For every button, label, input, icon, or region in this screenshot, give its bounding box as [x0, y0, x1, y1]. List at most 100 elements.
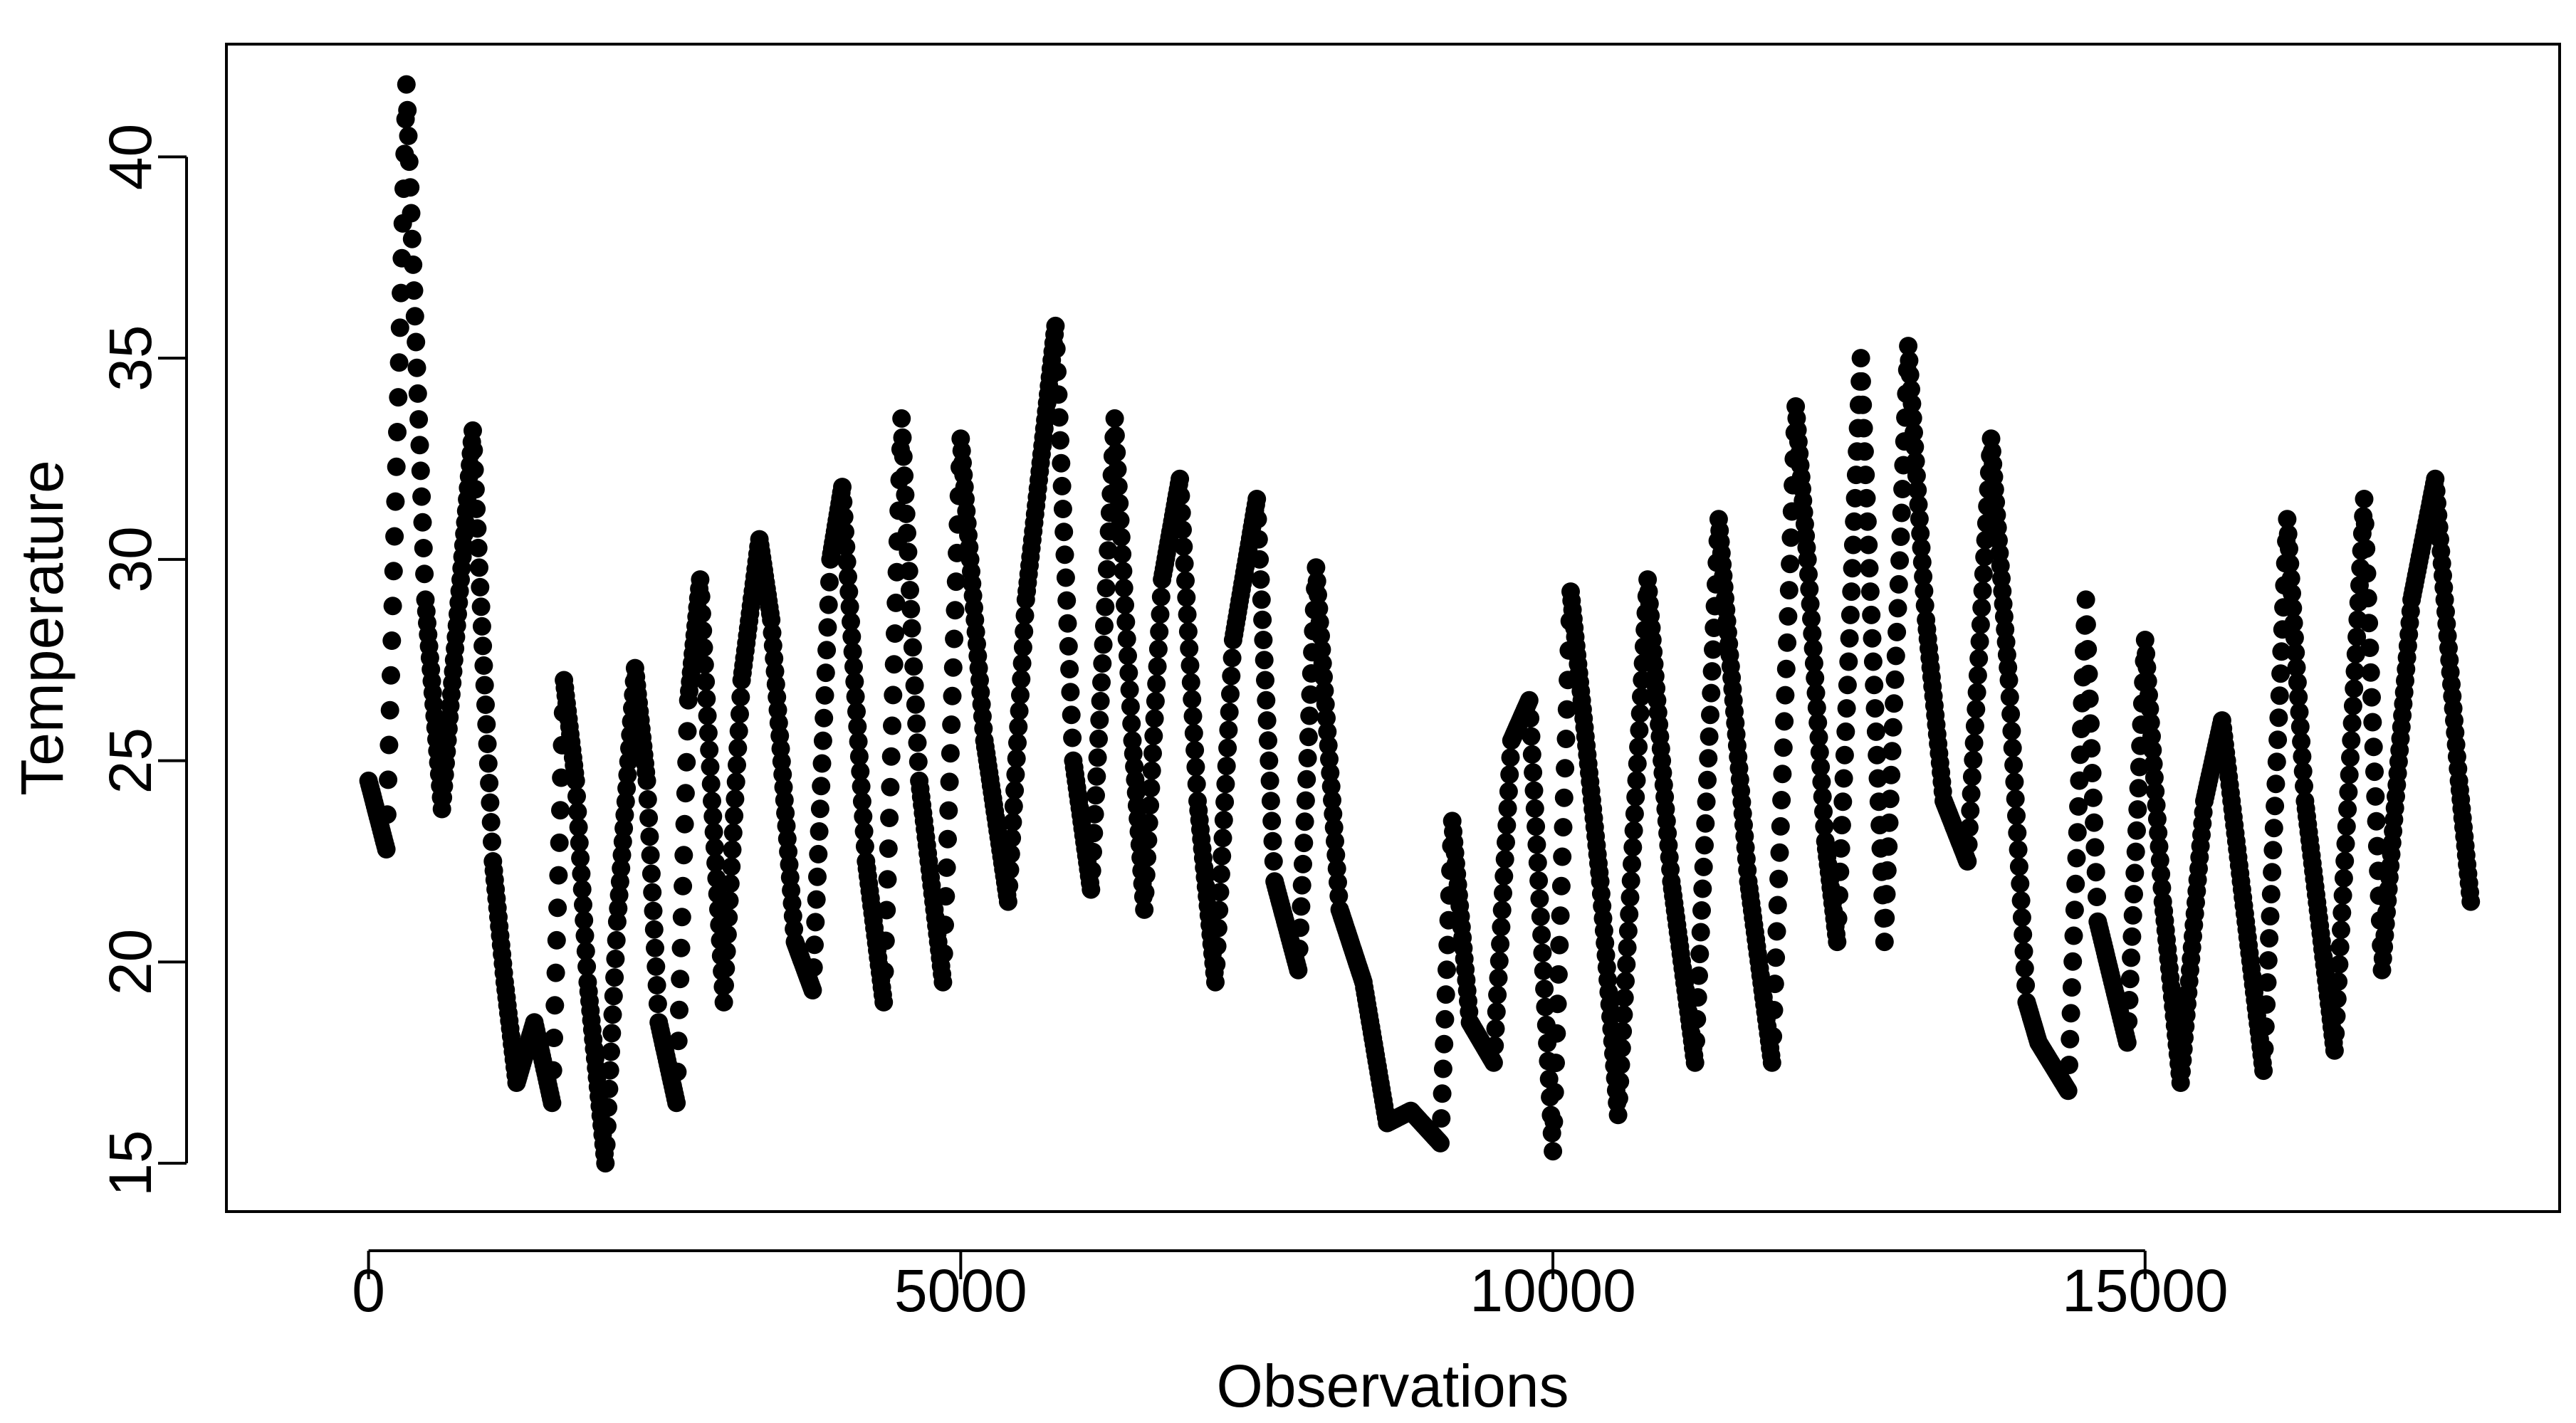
data-point [2257, 995, 2276, 1014]
data-point [839, 582, 859, 602]
data-point [700, 740, 719, 760]
data-point [2334, 868, 2353, 888]
data-point [467, 499, 486, 518]
data-point [1056, 568, 1075, 587]
data-point [1860, 559, 1879, 578]
data-point [399, 152, 419, 172]
data-point [1839, 652, 1858, 671]
data-point [815, 686, 834, 705]
data-point [1294, 854, 1312, 873]
data-point [377, 840, 396, 858]
data-point [1220, 703, 1239, 722]
data-point [1798, 550, 1817, 569]
data-point [1702, 683, 1721, 703]
data-point [2340, 765, 2359, 784]
data-point [1958, 852, 1977, 871]
data-point [1002, 829, 1022, 848]
data-point [1247, 490, 1267, 508]
data-point [1807, 698, 1826, 718]
data-point [2064, 926, 2083, 945]
data-point [543, 1061, 562, 1080]
data-point [1618, 921, 1638, 940]
data-point [719, 908, 738, 927]
data-point [1063, 728, 1082, 747]
data-point [1296, 791, 1315, 810]
data-point [691, 570, 710, 589]
data-point [2068, 823, 2087, 842]
data-point [551, 801, 570, 820]
data-point [945, 629, 964, 649]
data-point [810, 822, 829, 841]
y-tick-label: 40 [97, 124, 164, 190]
data-point [2263, 863, 2282, 882]
data-point [1838, 676, 1857, 695]
data-point [1524, 763, 1543, 782]
data-point [1119, 663, 1138, 683]
data-point [1111, 510, 1130, 530]
data-point [1058, 614, 1077, 633]
data-point [946, 572, 965, 592]
data-point [1695, 836, 1714, 855]
x-tick-label: 5000 [894, 1257, 1027, 1324]
data-point [477, 715, 496, 734]
data-point [2254, 1061, 2273, 1081]
data-point [2260, 929, 2279, 948]
data-point [2076, 590, 2095, 609]
data-point [1902, 379, 1920, 399]
data-point [716, 976, 734, 995]
data-point [616, 792, 635, 812]
x-tick-label: 10000 [1470, 1257, 1636, 1324]
data-point [854, 821, 874, 841]
data-point [1249, 530, 1268, 549]
y-tick-label: 20 [97, 929, 164, 995]
data-point [939, 801, 958, 820]
data-point [1093, 654, 1112, 673]
data-point [2329, 972, 2348, 991]
data-point [942, 715, 961, 734]
data-point [481, 813, 501, 831]
x-tick-label: 0 [352, 1257, 385, 1324]
data-point [1803, 639, 1823, 658]
data-point [1092, 673, 1111, 692]
data-point [720, 891, 739, 910]
data-point [2000, 688, 2019, 707]
data-point [1213, 829, 1232, 848]
data-point [1180, 639, 1199, 658]
data-point [2080, 689, 2099, 708]
data-point [1292, 876, 1311, 895]
data-point [1801, 594, 1820, 614]
data-point [1486, 1019, 1505, 1039]
data-point [1495, 850, 1514, 868]
data-point [1799, 565, 1818, 584]
data-point [881, 747, 901, 766]
data-point [722, 857, 741, 876]
data-point [1323, 791, 1341, 809]
data-point [2061, 1004, 2080, 1023]
data-point [602, 1042, 620, 1061]
data-point [695, 655, 714, 674]
data-point [607, 912, 627, 931]
data-point [614, 819, 634, 838]
data-point [2137, 644, 2156, 663]
data-point [1608, 1106, 1628, 1125]
data-point [1976, 530, 1995, 550]
data-point [851, 762, 870, 781]
data-point [1011, 686, 1030, 705]
data-point [2293, 747, 2312, 766]
data-point [1892, 503, 1911, 523]
data-point [1108, 460, 1127, 479]
data-point [1300, 706, 1319, 725]
data-point [570, 833, 589, 852]
data-point [1061, 683, 1080, 702]
data-point [1841, 605, 1860, 624]
data-point [2290, 703, 2309, 722]
data-point [2119, 1012, 2138, 1031]
data-point [2355, 490, 2374, 508]
data-point [2005, 772, 2024, 792]
data-point [2283, 599, 2303, 618]
data-point [1781, 555, 1800, 574]
data-point [1142, 761, 1161, 780]
data-point [2150, 837, 2169, 856]
data-point [1627, 771, 1646, 790]
data-point [2143, 740, 2162, 760]
